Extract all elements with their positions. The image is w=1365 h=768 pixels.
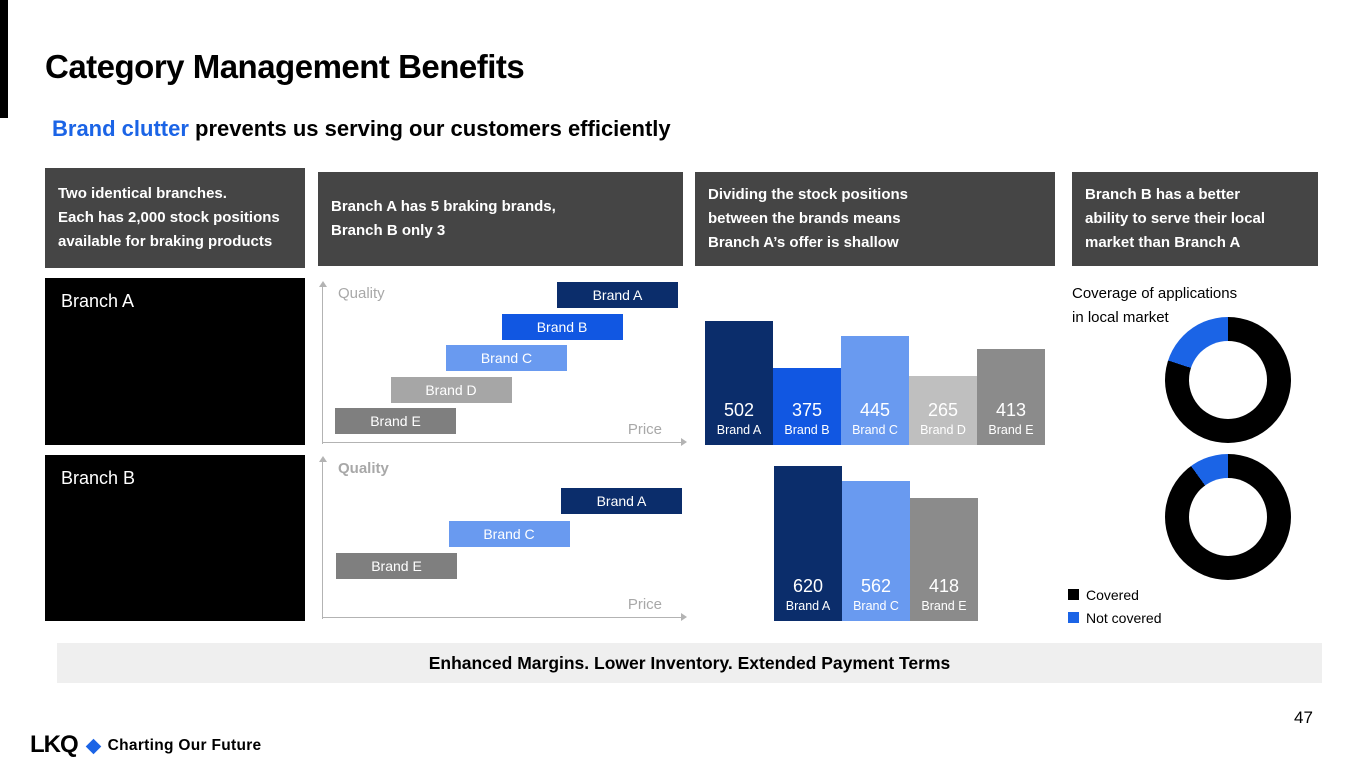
page-title: Category Management Benefits — [45, 48, 525, 85]
x-axis — [322, 617, 682, 618]
y-axis-label: Quality — [338, 285, 385, 302]
y-axis — [322, 462, 323, 619]
stock-bar-brand-c: 562 Brand C — [842, 481, 910, 621]
positioning-bar-brand-a: Brand A — [561, 488, 682, 514]
branch-b-card: Branch B — [45, 455, 305, 621]
x-axis-label: Price — [627, 596, 662, 613]
y-axis — [322, 287, 323, 444]
coverage-caption: Coverage of applications in local market — [1072, 285, 1238, 326]
branch-b-stock-bar-chart: 620 Brand A 562 Brand C 418 Brand E — [695, 455, 1055, 621]
stock-bar-brand-c: 445 Brand C — [841, 336, 909, 445]
x-axis-arrow-icon — [681, 438, 687, 446]
branch-a-stock-bar-chart: 502 Brand A 375 Brand B 445 Brand C 265 Brand D… — [695, 285, 1055, 445]
legend-item-covered: Covered — [1068, 583, 1161, 606]
legend-label: Not covered — [1086, 609, 1162, 626]
bar-value: 413 — [995, 400, 1027, 420]
x-axis-label: Price — [627, 421, 662, 438]
header-box-brand-counts: Branch A has 5 braking brands, Branch B … — [318, 172, 683, 266]
stock-bar-brand-a: 502 Brand A — [705, 321, 773, 445]
footer-brand: LKQ Charting Our Future — [30, 731, 261, 759]
header-box-text: Branch A has 5 braking brands, Branch B … — [331, 198, 556, 239]
bar-value: 445 — [859, 400, 891, 420]
covered-swatch-icon — [1068, 589, 1079, 600]
stock-bar-brand-b: 375 Brand B — [773, 368, 841, 445]
bar-category: Brand A — [716, 423, 762, 437]
branch-a-coverage-donut — [1165, 317, 1291, 443]
diamond-icon — [85, 738, 101, 755]
x-axis — [322, 442, 682, 443]
y-axis-label: Quality — [338, 460, 389, 477]
positioning-bar-brand-c: Brand C — [448, 520, 570, 547]
bar-value: 620 — [792, 576, 824, 596]
positioning-bar-brand-a: Brand A — [557, 282, 678, 308]
bar-category: Brand C — [853, 599, 899, 613]
stock-bar-brand-a: 620 Brand A — [774, 466, 842, 621]
bar-category: Brand C — [852, 423, 898, 437]
lkq-logo: LKQ — [30, 731, 79, 758]
positioning-bar-brand-e: Brand E — [336, 553, 457, 579]
bar-value: 562 — [860, 576, 892, 596]
header-box-text: Branch B has a better ability to serve t… — [1085, 186, 1266, 251]
branch-b-label: Branch B — [61, 468, 136, 488]
header-box-text: Two identical branches. Each has 2,000 s… — [58, 185, 280, 250]
branch-a-label: Branch A — [61, 291, 135, 311]
banner-text: Enhanced Margins. Lower Inventory. Exten… — [428, 652, 951, 673]
bar-category: Brand B — [784, 423, 830, 437]
legend-label: Covered — [1086, 586, 1139, 603]
x-axis-arrow-icon — [681, 613, 687, 621]
header-box-text: Dividing the stock positions between the… — [708, 186, 909, 251]
bar-value: 502 — [723, 400, 755, 420]
subtitle-highlight: Brand clutter — [52, 116, 189, 141]
bar-value: 375 — [791, 400, 823, 420]
stock-bar-brand-e: 418 Brand E — [910, 498, 978, 621]
y-axis-arrow-icon — [319, 456, 327, 462]
subtitle-rest: prevents us serving our customers effici… — [188, 116, 671, 141]
positioning-bar-brand-e: Brand E — [335, 408, 456, 434]
stock-bar-brand-d: 265 Brand D — [909, 376, 977, 445]
positioning-bar-brand-b: Brand B — [501, 313, 623, 340]
bar-value: 265 — [927, 400, 959, 420]
legend-item-not-covered: Not covered — [1068, 606, 1161, 629]
header-box-shallow-offer: Dividing the stock positions between the… — [695, 172, 1055, 266]
stock-bar-brand-e: 413 Brand E — [977, 349, 1045, 445]
bar-category: Brand A — [785, 599, 831, 613]
branch-b-positioning-chart: Quality Price Brand E Brand C Brand A — [318, 453, 687, 625]
header-box-identical-branches: Two identical branches. Each has 2,000 s… — [45, 168, 305, 268]
positioning-bar-brand-c: Brand C — [446, 345, 567, 371]
slide-edge-mark — [0, 0, 8, 118]
branch-a-positioning-chart: Quality Price Brand E Brand D Brand C Brand… — [318, 278, 687, 450]
header-box-better-ability: Branch B has a better ability to serve t… — [1072, 172, 1318, 266]
bar-category: Brand E — [921, 599, 967, 613]
not-covered-swatch-icon — [1068, 612, 1079, 623]
slide-subtitle: Brand clutter prevents us serving our cu… — [52, 116, 671, 142]
positioning-bar-brand-d: Brand D — [390, 376, 512, 403]
bottom-banner: Enhanced Margins. Lower Inventory. Exten… — [57, 643, 1322, 683]
bar-value: 418 — [928, 576, 960, 596]
footer-tagline: Charting Our Future — [107, 737, 262, 754]
bar-category: Brand D — [920, 423, 966, 437]
y-axis-arrow-icon — [319, 281, 327, 287]
bar-category: Brand E — [988, 423, 1034, 437]
branch-b-coverage-donut — [1165, 454, 1291, 580]
page-number: 47 — [1294, 708, 1313, 727]
coverage-legend: Covered Not covered — [1068, 583, 1161, 629]
branch-a-card: Branch A — [45, 278, 305, 445]
